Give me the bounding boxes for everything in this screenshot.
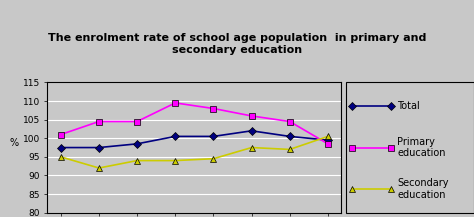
Total [134, 143, 140, 145]
Primary
education [96, 120, 102, 123]
Total [249, 130, 255, 132]
Total [287, 135, 292, 138]
Primary
education [325, 143, 331, 145]
Primary
education [287, 120, 292, 123]
Primary
education [134, 120, 140, 123]
Primary
education [173, 102, 178, 104]
Text: Secondary
education: Secondary education [397, 178, 449, 200]
Primary
education [58, 133, 64, 136]
Secondary
education [249, 146, 255, 149]
Text: Primary
education: Primary education [397, 137, 446, 158]
Secondary
education [210, 157, 216, 160]
Text: The enrolment rate of school age population  in primary and
secondary education: The enrolment rate of school age populat… [48, 33, 426, 55]
Line: Secondary
education: Secondary education [58, 134, 331, 171]
Y-axis label: %: % [9, 138, 19, 148]
Total [325, 139, 331, 141]
Total [96, 146, 102, 149]
Secondary
education [325, 135, 331, 138]
Text: Total: Total [397, 101, 420, 111]
Primary
education [210, 107, 216, 110]
Secondary
education [96, 167, 102, 169]
Total [210, 135, 216, 138]
Secondary
education [58, 156, 64, 158]
Line: Primary
education: Primary education [58, 100, 331, 147]
Secondary
education [287, 148, 292, 151]
Secondary
education [134, 159, 140, 162]
Secondary
education [173, 159, 178, 162]
Line: Total: Total [58, 128, 331, 150]
Total [58, 146, 64, 149]
Total [173, 135, 178, 138]
Primary
education [249, 115, 255, 117]
